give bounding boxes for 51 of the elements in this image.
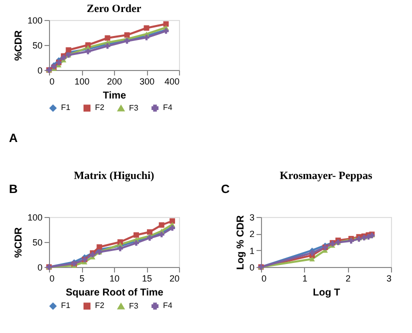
x-tick-label: 3 — [386, 274, 392, 284]
legend-label: F2 — [95, 301, 105, 310]
x-tick-label: 20 — [169, 274, 180, 284]
x-tick-label: 0 — [50, 274, 55, 284]
legend-label: F1 — [61, 103, 71, 112]
x-axis-title: Log T — [312, 288, 340, 298]
chart-title: Zero Order — [86, 3, 142, 15]
y-tick-label: 2 — [249, 229, 254, 240]
y-tick-label: 0 — [37, 262, 42, 272]
legend-label: F1 — [61, 301, 71, 310]
x-tick-label: 200 — [106, 76, 122, 86]
chart-title: Matrix (Higuchi) — [74, 170, 155, 182]
point — [158, 222, 164, 228]
point — [117, 246, 123, 252]
x-tick-label: 10 — [109, 274, 120, 284]
y-tick-label: 50 — [32, 40, 42, 50]
x-tick-label: 400 — [164, 76, 180, 86]
y-tick-label: 0 — [37, 66, 42, 76]
y-tick-label: 50 — [32, 238, 42, 248]
y-axis-title: Log % CDR — [235, 214, 246, 270]
x-axis-title: Square Root of Time — [66, 288, 164, 298]
y-tick-label: 3 — [249, 212, 254, 222]
text: C — [221, 182, 230, 196]
point — [146, 229, 152, 235]
legend-label: F4 — [163, 301, 173, 310]
text: B — [9, 182, 18, 196]
text: A — [9, 131, 18, 145]
x-tick-label: 1 — [302, 274, 308, 284]
legend-label: F2 — [95, 103, 105, 112]
y-tick-label: 0 — [249, 262, 254, 272]
chart-title: Krosmayer- Peppas — [280, 170, 373, 182]
legend-label: F3 — [129, 103, 139, 112]
y-tick-label: 100 — [27, 16, 42, 26]
y-tick-label: 100 — [27, 212, 42, 222]
x-tick-label: 2 — [346, 274, 351, 284]
point — [96, 244, 102, 250]
legend-label: F4 — [163, 103, 173, 112]
x-tick-label: 5 — [79, 274, 85, 284]
y-axis-title: %CDR — [13, 226, 24, 258]
x-tick-label: 0 — [262, 274, 267, 284]
x-tick-label: 300 — [139, 76, 155, 86]
x-axis-title: Time — [102, 90, 127, 102]
y-tick-label: 1 — [249, 246, 254, 256]
point — [309, 256, 315, 262]
x-tick-label: 100 — [74, 76, 90, 86]
x-tick-label: 0 — [50, 76, 55, 86]
y-axis-title: %CDR — [13, 29, 24, 61]
x-tick-label: 15 — [142, 274, 152, 284]
point — [133, 232, 139, 238]
legend-label: F3 — [129, 301, 139, 310]
point — [309, 250, 315, 256]
